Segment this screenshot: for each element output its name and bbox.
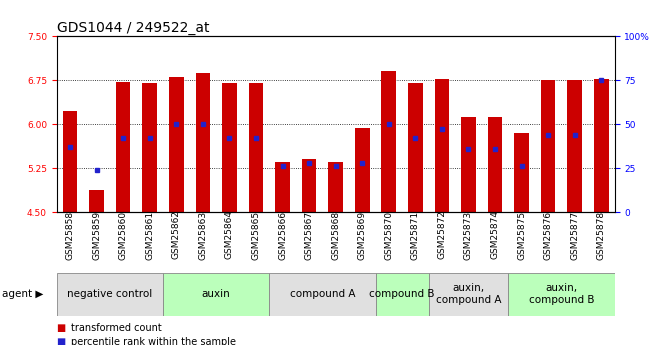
- Bar: [163, 273, 269, 316]
- Bar: [142, 83, 157, 212]
- Bar: [429, 273, 508, 316]
- Bar: [248, 83, 263, 212]
- Bar: [508, 273, 615, 316]
- Text: GSM25872: GSM25872: [438, 210, 446, 259]
- Bar: [567, 80, 582, 212]
- Bar: [381, 71, 396, 212]
- Bar: [541, 80, 556, 212]
- Text: GSM25868: GSM25868: [331, 210, 340, 259]
- Bar: [435, 79, 449, 212]
- Bar: [63, 111, 77, 212]
- Text: GSM25871: GSM25871: [411, 210, 420, 259]
- Text: agent ▶: agent ▶: [2, 289, 43, 299]
- Bar: [90, 190, 104, 212]
- Text: GSM25869: GSM25869: [358, 210, 367, 259]
- Bar: [375, 273, 429, 316]
- Text: percentile rank within the sample: percentile rank within the sample: [71, 337, 236, 345]
- Text: GDS1044 / 249522_at: GDS1044 / 249522_at: [57, 21, 209, 35]
- Text: GSM25859: GSM25859: [92, 210, 101, 259]
- Bar: [196, 72, 210, 212]
- Text: GSM25862: GSM25862: [172, 210, 181, 259]
- Bar: [329, 162, 343, 212]
- Text: GSM25876: GSM25876: [544, 210, 552, 259]
- Text: GSM25867: GSM25867: [305, 210, 313, 259]
- Bar: [302, 159, 317, 212]
- Bar: [514, 133, 529, 212]
- Text: ■: ■: [57, 323, 69, 333]
- Text: ■: ■: [57, 337, 69, 345]
- Text: transformed count: transformed count: [71, 323, 162, 333]
- Text: compound A: compound A: [290, 289, 355, 299]
- Text: GSM25875: GSM25875: [517, 210, 526, 259]
- Text: auxin,
compound B: auxin, compound B: [528, 283, 595, 305]
- Text: GSM25870: GSM25870: [384, 210, 393, 259]
- Text: auxin: auxin: [202, 289, 230, 299]
- Text: GSM25878: GSM25878: [597, 210, 606, 259]
- Text: GSM25874: GSM25874: [490, 210, 500, 259]
- Bar: [355, 128, 369, 212]
- Text: GSM25858: GSM25858: [65, 210, 75, 259]
- Text: GSM25877: GSM25877: [570, 210, 579, 259]
- Text: negative control: negative control: [67, 289, 152, 299]
- Text: GSM25865: GSM25865: [251, 210, 261, 259]
- Bar: [461, 117, 476, 212]
- Bar: [116, 82, 130, 212]
- Text: auxin,
compound A: auxin, compound A: [436, 283, 501, 305]
- Text: GSM25873: GSM25873: [464, 210, 473, 259]
- Text: GSM25860: GSM25860: [119, 210, 128, 259]
- Bar: [275, 162, 290, 212]
- Bar: [594, 79, 609, 212]
- Bar: [488, 117, 502, 212]
- Text: GSM25864: GSM25864: [225, 210, 234, 259]
- Text: GSM25863: GSM25863: [198, 210, 207, 259]
- Bar: [57, 273, 163, 316]
- Bar: [222, 83, 236, 212]
- Text: compound B: compound B: [369, 289, 435, 299]
- Text: GSM25861: GSM25861: [145, 210, 154, 259]
- Bar: [269, 273, 375, 316]
- Bar: [408, 83, 423, 212]
- Text: GSM25866: GSM25866: [278, 210, 287, 259]
- Bar: [169, 77, 184, 212]
